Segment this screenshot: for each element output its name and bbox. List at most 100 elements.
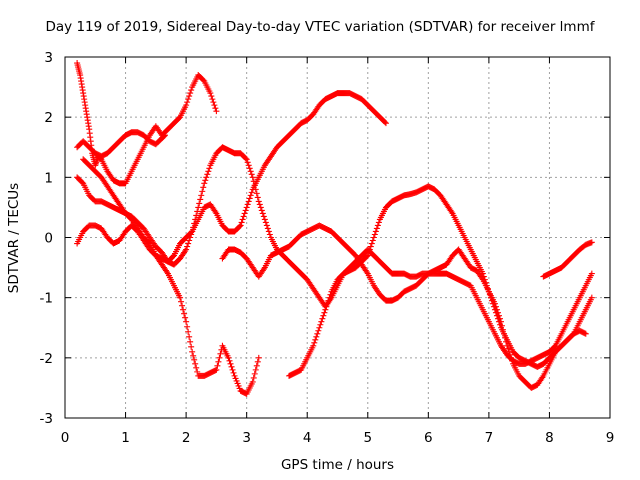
data-point <box>193 212 200 219</box>
data-point <box>186 237 193 244</box>
data-point <box>242 207 249 214</box>
data-point <box>246 165 253 172</box>
data-point <box>368 240 375 247</box>
data-point <box>161 132 168 139</box>
data-point <box>588 294 595 301</box>
data-point <box>192 216 199 223</box>
data-point <box>202 177 209 184</box>
data-point <box>196 200 203 207</box>
data-point <box>184 243 191 250</box>
data-point <box>315 327 322 334</box>
data-point <box>492 309 499 316</box>
data-point <box>257 204 264 211</box>
x-tick-label: 4 <box>303 430 312 446</box>
data-point <box>323 303 330 310</box>
data-point <box>259 210 266 217</box>
y-tick-label: 1 <box>44 170 53 186</box>
data-point <box>188 343 195 350</box>
data-point <box>254 358 261 365</box>
x-tick-label: 6 <box>424 430 433 446</box>
data-point <box>494 315 501 322</box>
data-point <box>246 195 253 202</box>
data-point <box>188 231 195 238</box>
data-point <box>247 192 254 199</box>
data-point <box>482 279 489 286</box>
data-point <box>177 294 184 301</box>
data-point <box>256 201 263 208</box>
data-point <box>211 102 218 109</box>
data-point <box>186 333 193 340</box>
data-point <box>490 303 497 310</box>
data-point <box>183 246 190 253</box>
data-point <box>225 354 232 361</box>
data-point <box>321 309 328 316</box>
data-point <box>486 291 493 298</box>
data-point <box>253 190 260 197</box>
data-point <box>204 171 211 178</box>
data-point <box>488 297 495 304</box>
data-point <box>184 99 191 106</box>
data-point <box>244 159 251 166</box>
data-point <box>507 351 514 358</box>
data-point <box>588 270 595 277</box>
data-point <box>180 306 187 313</box>
data-point <box>327 291 334 298</box>
data-point <box>365 249 372 256</box>
data-point <box>250 178 257 185</box>
x-tick-label: 0 <box>61 430 70 446</box>
data-point <box>183 102 190 109</box>
data-point <box>176 115 183 122</box>
data-point <box>194 368 201 375</box>
data-point <box>214 362 221 369</box>
data-point <box>181 310 188 317</box>
data-point <box>190 224 197 231</box>
data-point <box>324 300 331 307</box>
data-point <box>189 228 196 235</box>
data-point <box>325 297 332 304</box>
data-point <box>266 231 273 238</box>
data-point <box>367 243 374 250</box>
data-point <box>249 378 256 385</box>
data-point <box>199 188 206 195</box>
data-point <box>206 165 213 172</box>
data-point <box>364 252 371 259</box>
data-point <box>169 253 176 260</box>
data-point <box>479 270 486 277</box>
data-point <box>251 370 258 377</box>
data-point <box>179 302 186 309</box>
data-point <box>79 179 86 186</box>
data-point <box>187 90 194 97</box>
data-point <box>582 330 589 337</box>
data-point <box>496 321 503 328</box>
data-point <box>190 352 197 359</box>
data-point <box>238 219 245 226</box>
data-point <box>311 339 318 346</box>
data-point <box>241 210 248 217</box>
data-point <box>236 223 243 230</box>
data-point <box>258 207 265 214</box>
x-tick-label: 1 <box>121 430 130 446</box>
data-points <box>74 60 595 397</box>
data-point <box>373 225 380 232</box>
data-point <box>227 360 234 367</box>
data-point <box>495 318 502 325</box>
x-tick-label: 5 <box>363 430 372 446</box>
y-tick-label: 3 <box>44 50 53 66</box>
data-point <box>489 300 496 307</box>
grid-lines <box>65 57 610 418</box>
data-point <box>193 364 200 371</box>
data-point <box>212 105 219 112</box>
data-point <box>243 156 250 163</box>
data-point <box>322 306 329 313</box>
data-point <box>374 222 381 229</box>
data-point <box>551 343 558 350</box>
x-tick-label: 3 <box>242 430 251 446</box>
data-point <box>319 315 326 322</box>
data-point <box>363 253 370 260</box>
data-point <box>255 354 262 361</box>
data-point <box>509 357 516 364</box>
data-point <box>253 362 260 369</box>
data-point <box>481 276 488 283</box>
data-point <box>255 198 262 205</box>
